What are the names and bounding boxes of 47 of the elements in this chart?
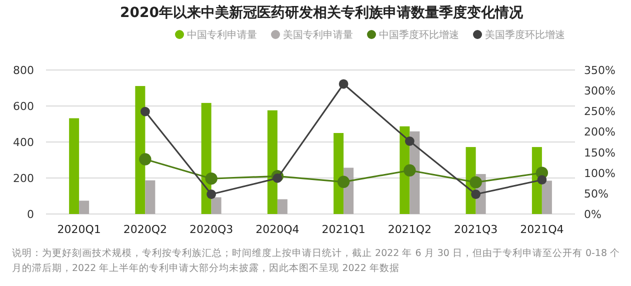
- x-tick-label: 2020Q3: [189, 223, 234, 236]
- y-tick-label: 0: [27, 208, 34, 221]
- y2-tick-label: 0%: [584, 208, 602, 221]
- y2-tick-label: 50%: [584, 187, 608, 200]
- y2-tick-label: 300%: [584, 84, 616, 98]
- y-tick-label: 200: [13, 172, 34, 185]
- bar: [69, 118, 80, 214]
- point: [404, 164, 416, 176]
- y-tick-label: 600: [13, 100, 34, 113]
- x-tick-label: 2021Q3: [454, 223, 498, 236]
- x-tick-label: 2020Q4: [256, 223, 300, 236]
- legend-label: 美国季度环比增速: [484, 30, 565, 41]
- chart-title: 2020年以来中美新冠医药研发相关专利族申请数量季度变化情况: [120, 4, 523, 22]
- legend-label: 中国专利申请量: [186, 30, 257, 41]
- point: [470, 176, 482, 188]
- bar: [542, 180, 552, 214]
- x-tick-label: 2020Q1: [57, 223, 101, 236]
- y2-tick-label: 350%: [584, 64, 616, 77]
- y-tick-label: 800: [13, 64, 34, 77]
- point: [337, 176, 350, 188]
- point: [140, 106, 150, 116]
- point: [272, 174, 282, 183]
- point: [206, 190, 216, 199]
- point: [338, 79, 348, 89]
- x-tick-label: 2021Q2: [388, 223, 432, 236]
- x-tick-label: 2021Q4: [520, 223, 564, 236]
- y-tick-label: 400: [13, 136, 34, 149]
- point: [205, 172, 218, 185]
- x-tick-label: 2020Q2: [123, 223, 168, 236]
- legend-label: 美国专利申请量: [282, 30, 353, 41]
- bar: [145, 180, 156, 214]
- text: 说明：为更好刻画技术规模，专利按专利族汇总；时间维度上按申请日统计，截止 2022 年 6 月 30 日，但由于专利申请至公开有 0-18 个月的滞后期，2022 年上半年的专利申请大部分均未披露，因此本图不呈现 2022 年数据: [12, 247, 622, 276]
- bar: [211, 197, 222, 214]
- point: [404, 136, 414, 146]
- y2-tick-label: 100%: [584, 166, 616, 180]
- bar: [277, 199, 288, 214]
- y2-tick-label: 200%: [584, 126, 616, 139]
- y2-tick-label: 250%: [584, 105, 616, 118]
- bar: [135, 86, 146, 214]
- y2-tick-label: 150%: [584, 146, 616, 160]
- bar: [267, 110, 278, 214]
- x-tick-label: 2021Q1: [322, 223, 366, 236]
- point: [537, 175, 547, 185]
- bar: [334, 133, 344, 214]
- point: [139, 153, 152, 166]
- bar: [79, 200, 90, 214]
- legend-label: 中国季度环比增速: [378, 30, 459, 41]
